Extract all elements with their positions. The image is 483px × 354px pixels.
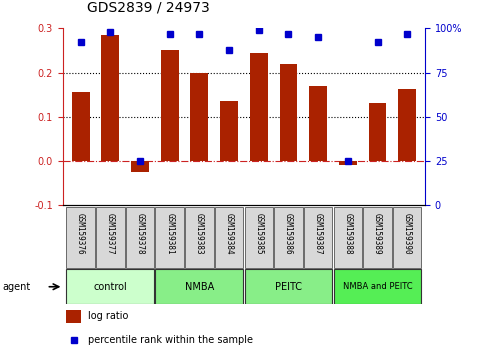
Text: GSM159378: GSM159378 xyxy=(136,213,144,255)
Text: GSM159390: GSM159390 xyxy=(403,213,412,255)
FancyBboxPatch shape xyxy=(244,207,273,268)
Text: NMBA and PEITC: NMBA and PEITC xyxy=(343,282,412,291)
FancyBboxPatch shape xyxy=(156,207,184,268)
Bar xyxy=(220,101,238,161)
Text: GSM159389: GSM159389 xyxy=(373,213,382,255)
FancyBboxPatch shape xyxy=(215,207,243,268)
Text: GSM159377: GSM159377 xyxy=(106,213,115,255)
Text: agent: agent xyxy=(2,282,30,292)
Bar xyxy=(161,51,179,161)
FancyBboxPatch shape xyxy=(334,207,362,268)
Bar xyxy=(339,161,357,166)
Text: GSM159386: GSM159386 xyxy=(284,213,293,255)
Text: GSM159381: GSM159381 xyxy=(165,213,174,255)
FancyBboxPatch shape xyxy=(66,269,154,304)
Text: GDS2839 / 24973: GDS2839 / 24973 xyxy=(87,0,210,14)
Bar xyxy=(190,73,208,161)
FancyBboxPatch shape xyxy=(304,207,332,268)
Bar xyxy=(67,310,81,323)
Bar xyxy=(101,35,119,161)
FancyBboxPatch shape xyxy=(244,269,332,304)
FancyBboxPatch shape xyxy=(96,207,125,268)
Text: GSM159376: GSM159376 xyxy=(76,213,85,255)
FancyBboxPatch shape xyxy=(66,207,95,268)
Bar xyxy=(369,103,386,161)
Text: GSM159383: GSM159383 xyxy=(195,213,204,255)
Text: PEITC: PEITC xyxy=(275,282,302,292)
Text: GSM159385: GSM159385 xyxy=(254,213,263,255)
Bar xyxy=(131,161,149,172)
FancyBboxPatch shape xyxy=(393,207,422,268)
FancyBboxPatch shape xyxy=(363,207,392,268)
Bar xyxy=(71,92,89,161)
Text: percentile rank within the sample: percentile rank within the sample xyxy=(88,335,253,346)
FancyBboxPatch shape xyxy=(274,207,303,268)
FancyBboxPatch shape xyxy=(156,269,243,304)
Bar xyxy=(309,86,327,161)
FancyBboxPatch shape xyxy=(126,207,154,268)
Bar xyxy=(250,53,268,161)
Text: log ratio: log ratio xyxy=(88,312,128,321)
Text: NMBA: NMBA xyxy=(185,282,214,292)
Bar xyxy=(398,89,416,161)
Bar xyxy=(280,64,298,161)
Text: GSM159387: GSM159387 xyxy=(313,213,323,255)
Text: GSM159388: GSM159388 xyxy=(343,213,352,255)
FancyBboxPatch shape xyxy=(334,269,422,304)
Text: control: control xyxy=(93,282,127,292)
Text: GSM159384: GSM159384 xyxy=(225,213,234,255)
FancyBboxPatch shape xyxy=(185,207,213,268)
